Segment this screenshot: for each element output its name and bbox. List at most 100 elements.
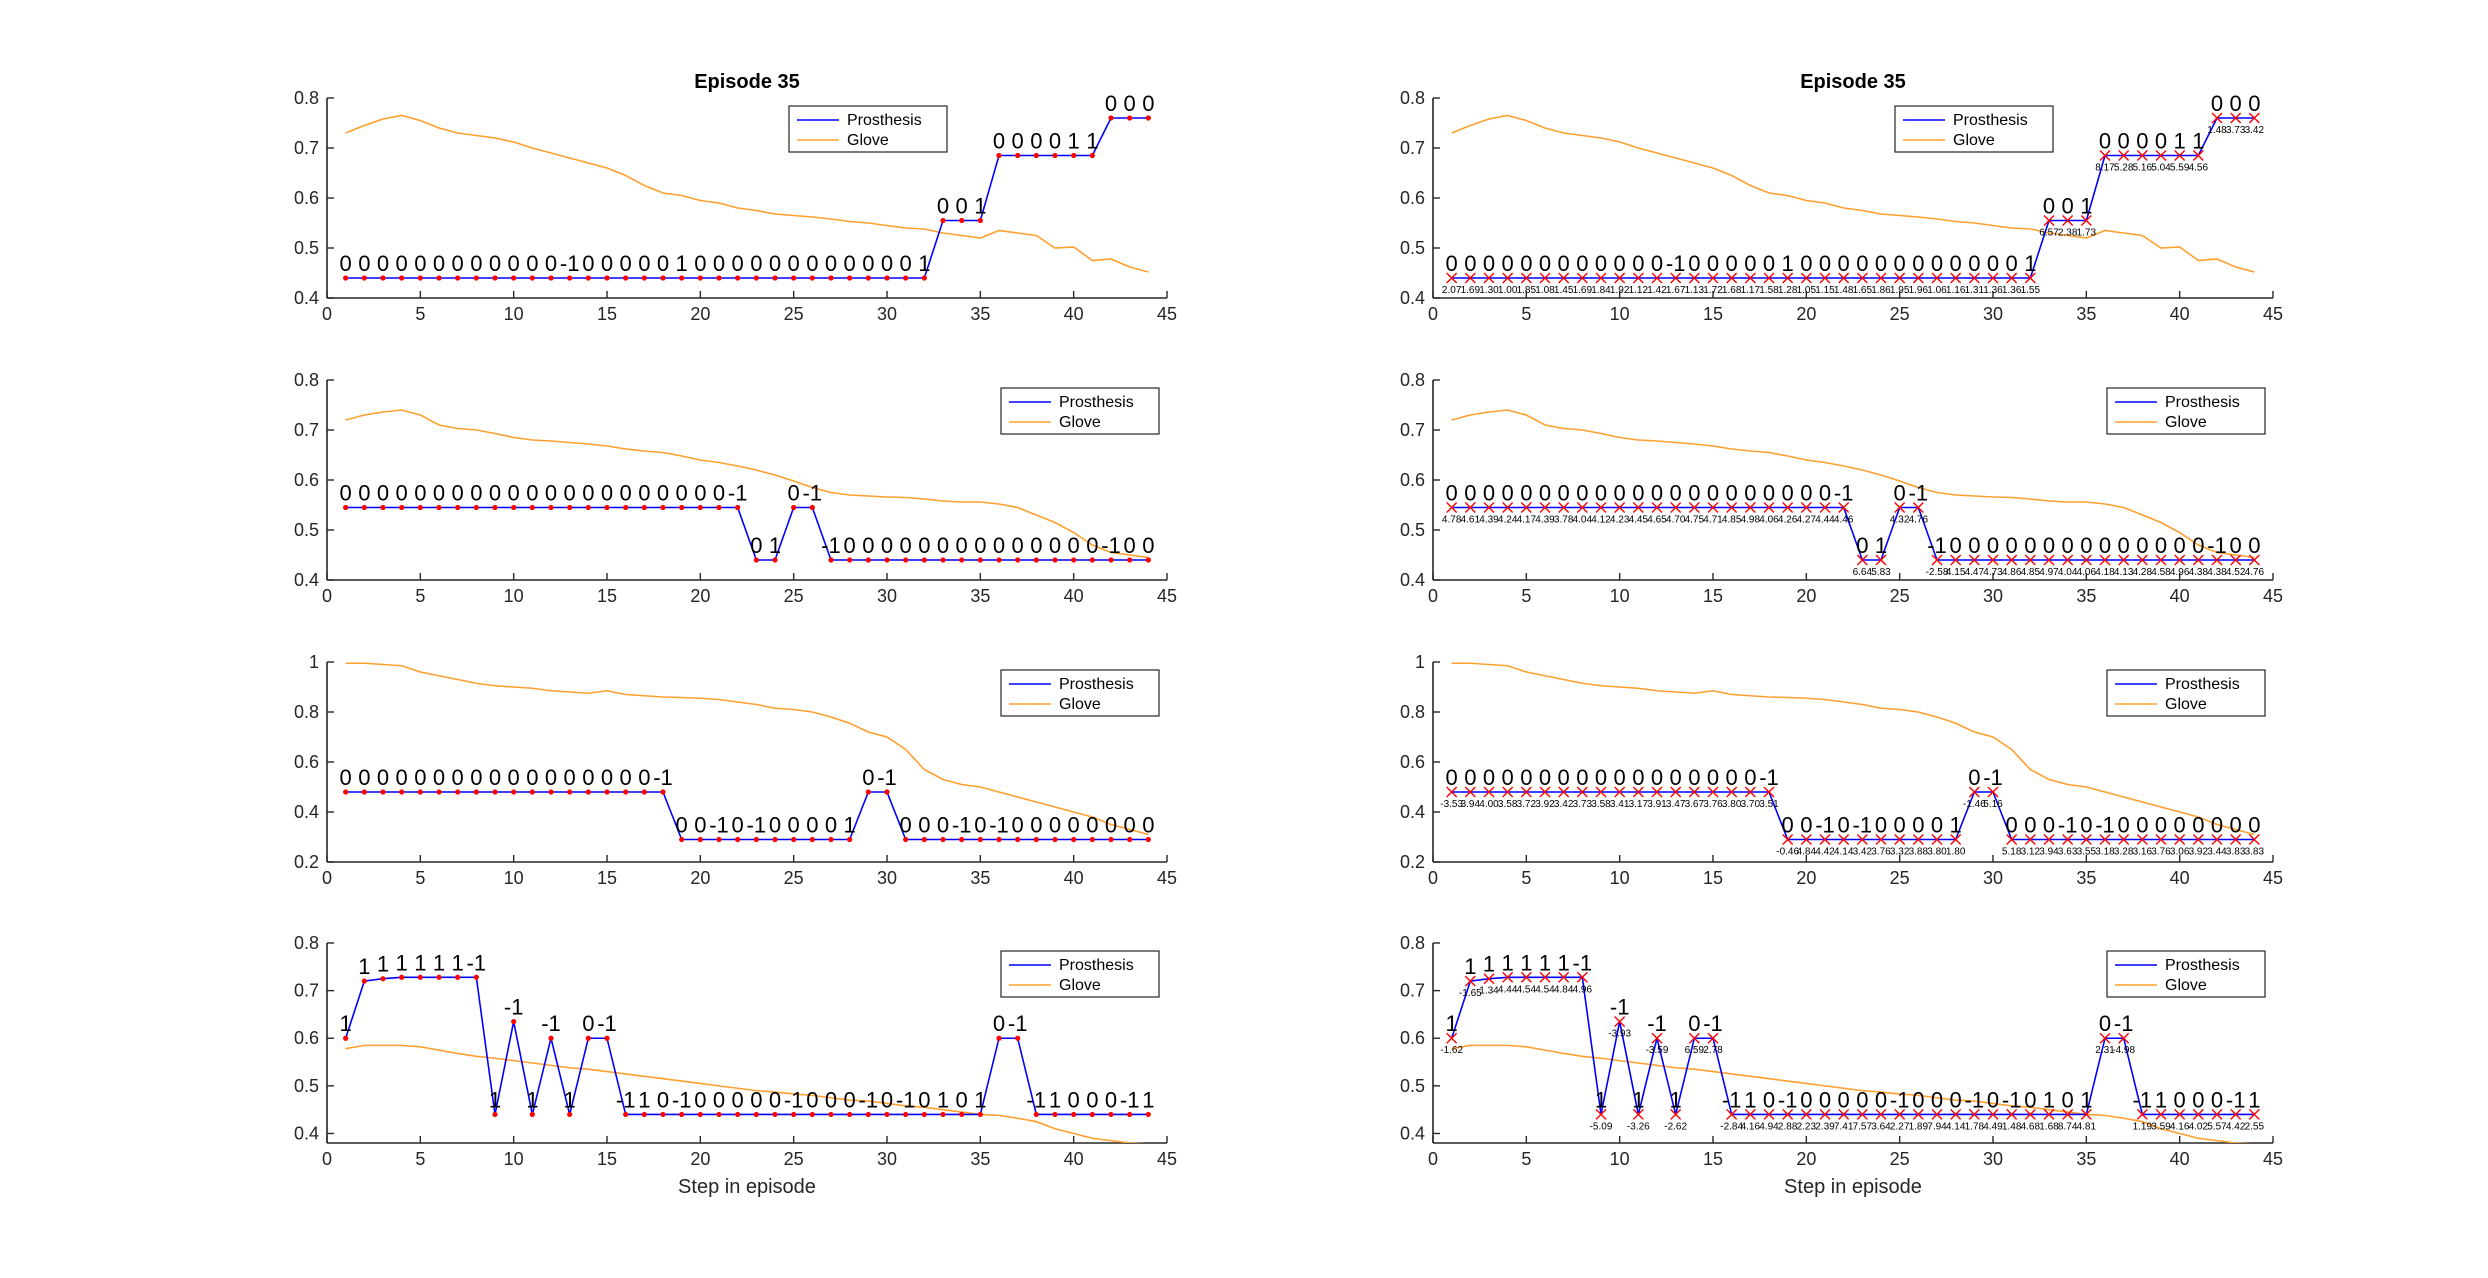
- prosthesis-marker: [585, 275, 591, 281]
- action-label: 0: [377, 251, 389, 276]
- prosthesis-marker: [1576, 502, 1588, 513]
- action-label: -1: [1101, 533, 1121, 558]
- confidence-label: 6.59: [1685, 1045, 1705, 1056]
- action-label: -1: [1909, 481, 1929, 506]
- prosthesis-marker: [921, 557, 927, 563]
- confidence-label: 1.68: [1722, 285, 1742, 296]
- action-label: 0: [1576, 765, 1588, 790]
- action-label: 0: [433, 251, 445, 276]
- prosthesis-marker: [1670, 502, 1682, 513]
- prosthesis-marker: [2248, 112, 2260, 124]
- plot-area: [343, 114, 1151, 281]
- action-label: 0: [452, 481, 464, 506]
- action-label: 0: [1614, 251, 1626, 276]
- action-label: 0: [564, 481, 576, 506]
- action-label: 0: [788, 813, 800, 838]
- x-tick-label: 40: [1064, 1149, 1084, 1169]
- prosthesis-marker: [1595, 272, 1607, 284]
- action-label: 1: [918, 251, 930, 276]
- action-label: 1: [452, 950, 464, 975]
- x-tick-label: 0: [1428, 304, 1438, 324]
- prosthesis-marker: [2211, 1108, 2223, 1120]
- prosthesis-marker: [959, 1111, 965, 1118]
- x-tick-label: 20: [1796, 1149, 1816, 1169]
- prosthesis-marker: [1520, 272, 1532, 284]
- prosthesis-marker: [1856, 1108, 1868, 1120]
- action-label: 0: [1068, 1087, 1080, 1112]
- confidence-label: 1.15: [1815, 285, 1835, 296]
- x-tick-label: 15: [1703, 1149, 1723, 1169]
- action-label: 0: [1142, 533, 1154, 558]
- confidence-label: -4.98: [2112, 1045, 2135, 1056]
- action-label: 0: [1012, 533, 1024, 558]
- prosthesis-marker: [2174, 834, 2186, 845]
- prosthesis-marker: [921, 1111, 927, 1118]
- action-label: 0: [1446, 765, 1458, 790]
- confidence-label: 4.38: [2189, 567, 2209, 578]
- x-tick-label: 45: [1157, 868, 1177, 888]
- action-label: 0: [956, 1087, 968, 1112]
- action-label: -1: [1666, 251, 1686, 276]
- confidence-label: 3.73: [1573, 799, 1593, 810]
- action-label: 0: [2006, 251, 2018, 276]
- x-tick-label: 20: [690, 868, 710, 888]
- confidence-label: 4.65: [1647, 515, 1667, 526]
- confidence-label: 4.85: [2021, 567, 2041, 578]
- plot-area: [343, 662, 1151, 843]
- action-label: 0: [732, 1087, 744, 1112]
- prosthesis-marker: [436, 974, 442, 980]
- prosthesis-marker: [977, 557, 983, 563]
- prosthesis-marker: [1726, 272, 1738, 284]
- prosthesis-marker: [2024, 1108, 2036, 1120]
- confidence-label: 4.76: [1909, 515, 1929, 526]
- action-label: 0: [1950, 251, 1962, 276]
- prosthesis-marker: [1502, 971, 1514, 983]
- action-label: 0: [1124, 813, 1136, 838]
- prosthesis-marker: [585, 789, 591, 795]
- legend-box: [1000, 950, 1160, 998]
- prosthesis-marker: [1127, 836, 1133, 843]
- prosthesis-marker: [1464, 975, 1476, 987]
- plot-area: [343, 974, 1151, 1143]
- glove-series-line: [345, 114, 1149, 273]
- confidence-label: 3.51: [1759, 799, 1779, 810]
- prosthesis-marker: [2192, 554, 2204, 566]
- action-label: 0: [694, 251, 706, 276]
- prosthesis-marker: [2062, 215, 2074, 226]
- action-label: 0: [732, 251, 744, 276]
- legend-prosthesis-label: Prosthesis: [1059, 394, 1134, 411]
- prosthesis-marker: [1670, 786, 1682, 798]
- prosthesis-marker: [1782, 1108, 1794, 1120]
- prosthesis-marker: [2062, 834, 2074, 845]
- action-label: 0: [1520, 481, 1532, 506]
- action-label: 1: [1632, 1087, 1644, 1112]
- action-label: -1: [1890, 1087, 1910, 1112]
- legend-prosthesis-label: Prosthesis: [847, 112, 922, 129]
- confidence-label: 4.86: [2002, 567, 2022, 578]
- action-label: 0: [489, 251, 501, 276]
- plot-area: [1446, 971, 2260, 1143]
- prosthesis-marker: [2118, 150, 2130, 161]
- prosthesis-marker: [1968, 1108, 1980, 1120]
- action-label: 0: [414, 765, 426, 790]
- prosthesis-marker: [417, 974, 423, 980]
- action-label: 0: [1894, 481, 1906, 506]
- action-label: -1: [952, 813, 972, 838]
- confidence-label: 3.76: [2151, 847, 2171, 858]
- prosthesis-marker: [753, 557, 759, 563]
- action-label: 0: [377, 481, 389, 506]
- glove-series-line: [1451, 114, 2255, 273]
- subplot-6: 0 5 10 15 20 25 30 35 40 450.20.40.60.810 0 0 0 0 0 0 0 0…: [1400, 652, 2283, 888]
- action-label: 0: [2024, 533, 2036, 558]
- confidence-label: 4.84: [1797, 847, 1817, 858]
- y-tick-label: 0.5: [1400, 520, 1425, 540]
- action-label: 0: [1049, 129, 1061, 154]
- action-label: 0: [1726, 251, 1738, 276]
- prosthesis-marker: [1464, 786, 1476, 798]
- action-label: 0: [918, 533, 930, 558]
- confidence-label: 4.44: [1498, 984, 1518, 995]
- action-label: 0: [1782, 813, 1794, 838]
- prosthesis-marker: [1763, 502, 1775, 513]
- prosthesis-marker: [492, 275, 498, 281]
- legend-prosthesis-label: Prosthesis: [1953, 112, 2028, 129]
